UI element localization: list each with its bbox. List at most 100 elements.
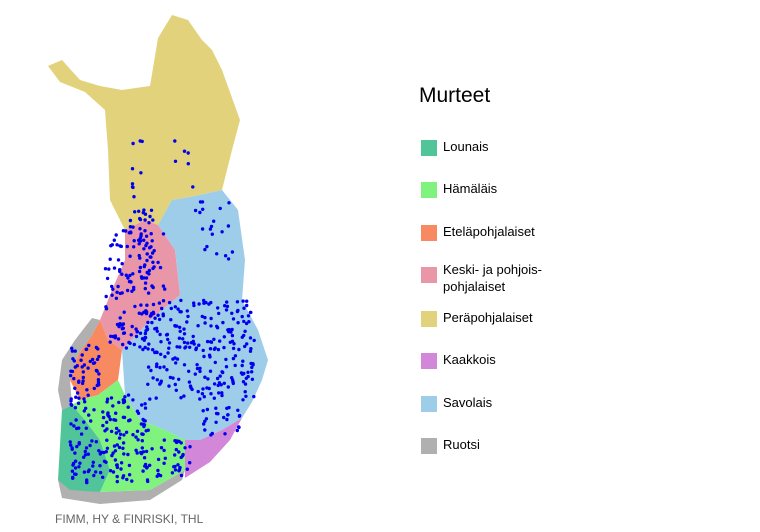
sample-point [115, 479, 120, 484]
sample-point [173, 468, 178, 472]
sample-point [198, 369, 202, 374]
sample-point [151, 302, 156, 307]
sample-point [250, 377, 255, 381]
sample-point [135, 451, 139, 455]
sample-point [150, 447, 154, 451]
sample-point [214, 406, 218, 410]
sample-point [114, 233, 118, 237]
legend-swatch-hamalais [421, 182, 437, 198]
sample-point [139, 422, 144, 426]
sample-point [157, 301, 162, 305]
sample-point [209, 316, 213, 321]
sample-point [101, 415, 106, 420]
sample-point [185, 320, 189, 324]
sample-point [111, 404, 115, 408]
sample-point [167, 346, 171, 350]
sample-point [85, 480, 89, 485]
sample-point [203, 375, 207, 379]
sample-point [248, 349, 253, 353]
sample-point [86, 452, 91, 456]
sample-point [128, 273, 132, 278]
sample-point [88, 359, 93, 364]
sample-point [244, 321, 249, 326]
sample-point [127, 473, 132, 477]
sample-point [246, 314, 251, 318]
sample-point [141, 469, 145, 473]
sample-point [191, 339, 195, 343]
sample-point [105, 438, 109, 442]
sample-point [92, 361, 97, 365]
sample-point [142, 208, 146, 212]
sample-point [90, 357, 95, 362]
sample-point [134, 448, 138, 452]
sample-point [227, 201, 231, 205]
sample-point [237, 425, 241, 430]
sample-point [205, 244, 209, 249]
sample-point [165, 332, 170, 337]
sample-point [131, 185, 135, 190]
sample-point [224, 365, 229, 369]
sample-point [208, 369, 213, 373]
sample-point [137, 242, 141, 246]
sample-point [72, 359, 77, 363]
sample-point [206, 377, 210, 381]
sample-point [91, 464, 95, 468]
sample-point [140, 446, 144, 450]
sample-point [142, 423, 147, 427]
sample-point [201, 409, 205, 413]
sample-point [173, 324, 177, 328]
sample-point [195, 366, 200, 371]
sample-point [243, 344, 247, 349]
sample-point [112, 238, 117, 242]
sample-point [174, 361, 178, 365]
sample-point [90, 439, 94, 443]
sample-point [68, 440, 72, 444]
sample-point [133, 210, 137, 214]
sample-point [111, 470, 116, 474]
legend-swatch-keski-pohjoispohjalaiset [421, 267, 437, 283]
sample-point [104, 307, 109, 311]
sample-points [68, 139, 256, 485]
sample-point [161, 314, 165, 318]
sample-point [144, 449, 149, 454]
sample-point [115, 474, 119, 479]
sample-point [117, 429, 121, 433]
sample-point [119, 461, 124, 465]
sample-point [136, 411, 141, 415]
sample-point [182, 149, 187, 153]
sample-point [134, 327, 138, 331]
sample-point [79, 432, 84, 436]
sample-point [73, 451, 77, 455]
sample-point [226, 224, 231, 228]
sample-point [208, 347, 213, 351]
sample-point [73, 386, 77, 390]
sample-point [148, 214, 152, 219]
sample-point [72, 376, 76, 381]
sample-point [141, 347, 145, 352]
sample-point [82, 455, 86, 459]
sample-point [145, 466, 149, 470]
sample-point [235, 428, 239, 433]
sample-point [191, 185, 195, 189]
sample-point [251, 362, 255, 366]
sample-point [222, 335, 226, 339]
legend-label-perapohjalaiset: Peräpohjalaiset [443, 310, 533, 325]
sample-point [227, 327, 231, 332]
sample-point [146, 365, 151, 369]
sample-point [121, 446, 125, 450]
sample-point [163, 287, 167, 291]
sample-point [75, 426, 79, 431]
sample-point [173, 305, 177, 309]
sample-point [114, 411, 118, 415]
sample-point [188, 345, 192, 349]
sample-point [118, 432, 123, 436]
sample-point [91, 460, 96, 464]
sample-point [120, 272, 124, 276]
sample-point [158, 365, 162, 370]
sample-point [79, 358, 83, 362]
sample-point [213, 346, 217, 350]
sample-point [142, 310, 146, 314]
sample-point [124, 430, 129, 434]
sample-point [223, 254, 228, 258]
sample-point [137, 209, 141, 213]
